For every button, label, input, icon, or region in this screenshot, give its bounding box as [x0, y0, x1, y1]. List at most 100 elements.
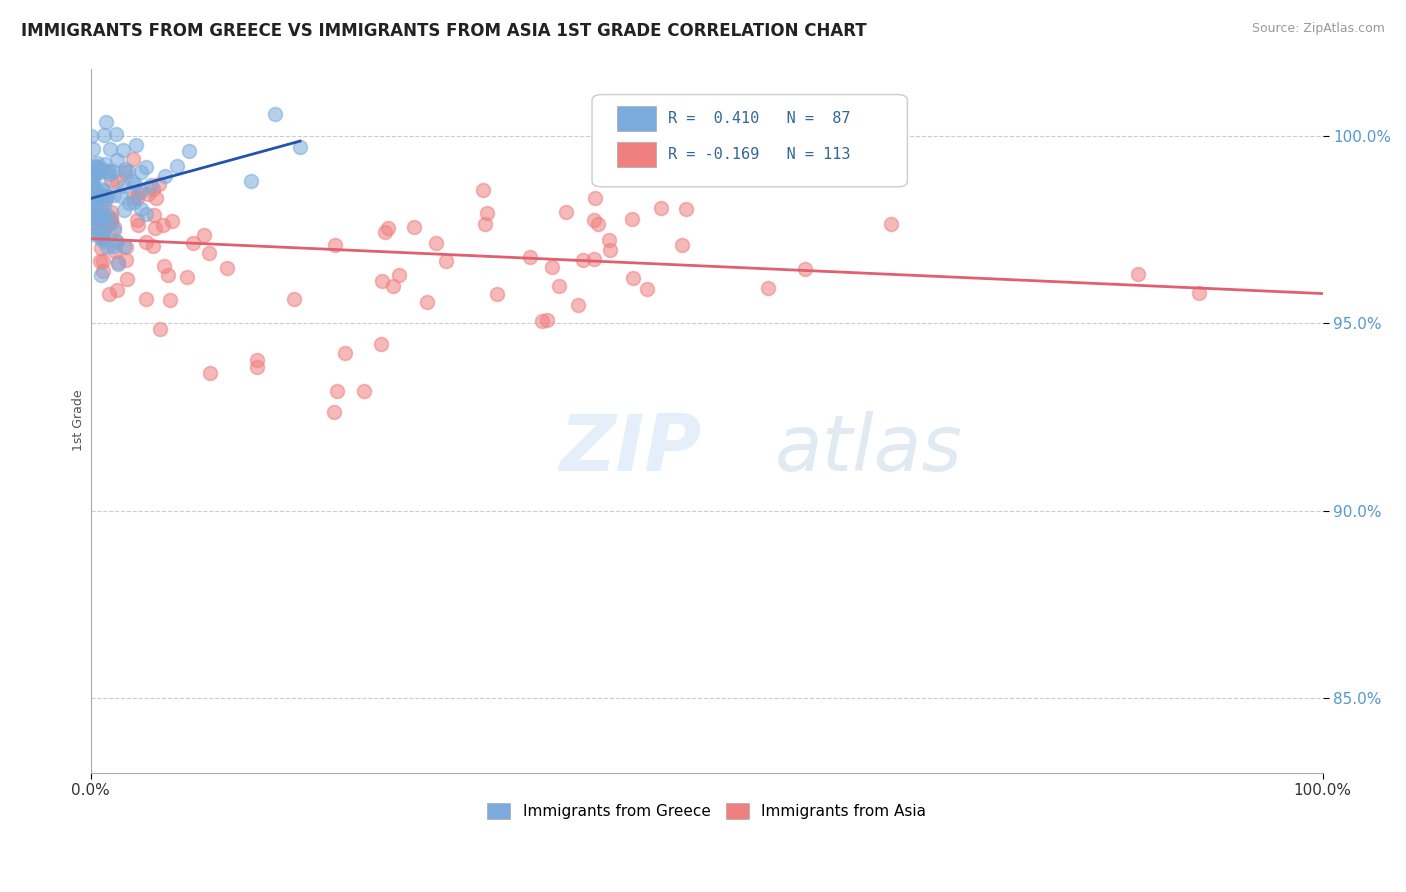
Point	[136, 187, 159, 202]
Point	[87, 165, 110, 179]
Point	[90, 208, 112, 222]
Text: IMMIGRANTS FROM GREECE VS IMMIGRANTS FROM ASIA 1ST GRADE CORRELATION CHART: IMMIGRANTS FROM GREECE VS IMMIGRANTS FRO…	[21, 22, 866, 40]
Point	[98, 215, 121, 229]
Point	[86, 186, 108, 200]
Point	[103, 239, 125, 253]
Point	[425, 236, 447, 251]
Point	[114, 164, 136, 178]
Point	[84, 209, 107, 223]
Point	[121, 174, 143, 188]
Point	[671, 238, 693, 252]
Point	[127, 213, 149, 227]
Point	[124, 177, 146, 191]
Point	[333, 346, 356, 360]
Point	[86, 211, 108, 226]
Point	[110, 188, 132, 202]
Point	[82, 207, 104, 221]
Point	[264, 107, 287, 121]
Point	[650, 201, 672, 215]
Point	[107, 254, 129, 268]
Point	[434, 254, 457, 268]
Point	[472, 183, 495, 197]
Point	[117, 196, 139, 211]
Point	[139, 178, 162, 192]
Point	[122, 191, 145, 205]
Point	[89, 253, 111, 268]
Point	[111, 143, 134, 157]
Point	[83, 161, 105, 175]
Point	[531, 314, 554, 328]
Point	[105, 153, 128, 167]
Point	[105, 235, 128, 249]
Point	[143, 221, 166, 235]
Point	[100, 213, 122, 227]
Point	[90, 268, 112, 283]
Point	[880, 217, 903, 231]
Point	[135, 207, 157, 221]
Point	[125, 138, 148, 153]
Point	[519, 250, 541, 264]
Point	[117, 164, 139, 178]
Point	[89, 226, 111, 240]
Point	[103, 187, 125, 202]
Point	[82, 209, 104, 223]
Point	[80, 227, 103, 241]
Point	[80, 172, 103, 186]
Point	[100, 173, 122, 187]
Point	[135, 160, 157, 174]
Point	[115, 253, 138, 268]
Point	[93, 189, 115, 203]
Point	[112, 202, 135, 217]
Point	[91, 228, 114, 243]
Point	[148, 177, 170, 191]
Point	[720, 157, 742, 171]
Point	[80, 190, 103, 204]
Point	[114, 162, 136, 177]
Point	[547, 278, 569, 293]
Text: R = -0.169   N = 113: R = -0.169 N = 113	[668, 147, 851, 162]
Text: ZIP: ZIP	[558, 411, 702, 487]
Point	[555, 204, 578, 219]
Point	[541, 260, 564, 274]
Y-axis label: 1st Grade: 1st Grade	[72, 390, 84, 451]
Point	[80, 221, 103, 235]
Point	[100, 216, 122, 230]
Point	[141, 239, 163, 253]
Point	[91, 194, 114, 208]
Point	[353, 384, 375, 398]
Point	[93, 128, 115, 142]
Point	[1188, 286, 1211, 301]
Point	[98, 287, 121, 301]
FancyBboxPatch shape	[617, 142, 657, 167]
Point	[135, 235, 157, 249]
Text: Source: ZipAtlas.com: Source: ZipAtlas.com	[1251, 22, 1385, 36]
Point	[90, 161, 112, 176]
Text: atlas: atlas	[775, 411, 962, 487]
Point	[122, 194, 145, 209]
Point	[636, 282, 658, 296]
Point	[143, 208, 166, 222]
Point	[87, 163, 110, 178]
Point	[142, 181, 165, 195]
Point	[166, 159, 188, 173]
Point	[127, 186, 149, 200]
Point	[82, 180, 104, 194]
Point	[246, 352, 269, 367]
Point	[94, 157, 117, 171]
Point	[486, 286, 509, 301]
Point	[127, 218, 149, 232]
FancyBboxPatch shape	[592, 95, 907, 186]
Point	[82, 194, 104, 208]
Point	[91, 264, 114, 278]
Point	[153, 169, 176, 183]
Point	[96, 114, 118, 128]
Point	[91, 254, 114, 268]
Point	[246, 359, 269, 374]
Point	[98, 163, 121, 178]
Point	[100, 204, 122, 219]
Point	[86, 189, 108, 203]
Point	[129, 165, 152, 179]
Point	[90, 205, 112, 219]
Point	[370, 337, 392, 351]
Point	[198, 367, 221, 381]
